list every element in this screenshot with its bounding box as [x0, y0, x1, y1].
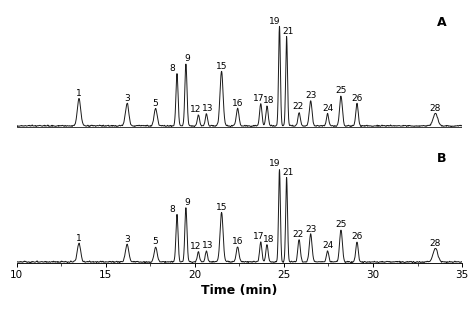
- Text: 13: 13: [202, 241, 214, 250]
- Text: 8: 8: [170, 205, 175, 214]
- Text: 18: 18: [263, 235, 274, 244]
- Text: 23: 23: [305, 91, 316, 100]
- Text: 22: 22: [292, 230, 304, 239]
- Text: A: A: [437, 16, 447, 29]
- Text: 16: 16: [232, 99, 243, 108]
- Text: 17: 17: [253, 94, 264, 103]
- Text: 18: 18: [263, 96, 274, 105]
- Text: 5: 5: [153, 99, 158, 108]
- Text: 5: 5: [153, 237, 158, 246]
- Text: 21: 21: [283, 168, 294, 177]
- Text: 26: 26: [351, 94, 363, 103]
- Text: 13: 13: [202, 104, 214, 113]
- Text: 21: 21: [283, 27, 294, 36]
- Text: B: B: [437, 152, 447, 165]
- Text: 8: 8: [170, 64, 175, 73]
- Text: 26: 26: [351, 232, 363, 241]
- Text: 15: 15: [216, 62, 228, 71]
- Text: 23: 23: [305, 225, 316, 234]
- Text: 3: 3: [124, 235, 130, 244]
- Text: 15: 15: [216, 203, 228, 211]
- Text: 24: 24: [322, 104, 333, 113]
- Text: 12: 12: [190, 105, 201, 114]
- Text: 3: 3: [124, 94, 130, 103]
- X-axis label: Time (min): Time (min): [201, 284, 278, 297]
- Text: 9: 9: [185, 54, 191, 63]
- Text: 24: 24: [322, 241, 333, 250]
- Text: 1: 1: [76, 89, 82, 98]
- Text: 28: 28: [430, 104, 441, 113]
- Text: 9: 9: [185, 197, 191, 207]
- Text: 28: 28: [430, 238, 441, 247]
- Text: 1: 1: [76, 234, 82, 243]
- Text: 25: 25: [335, 220, 346, 229]
- Text: 16: 16: [232, 237, 243, 246]
- Text: 17: 17: [253, 232, 264, 241]
- Text: 19: 19: [269, 159, 281, 168]
- Text: 25: 25: [335, 86, 346, 95]
- Text: 19: 19: [269, 17, 281, 26]
- Text: 12: 12: [190, 242, 201, 251]
- Text: 22: 22: [292, 102, 304, 111]
